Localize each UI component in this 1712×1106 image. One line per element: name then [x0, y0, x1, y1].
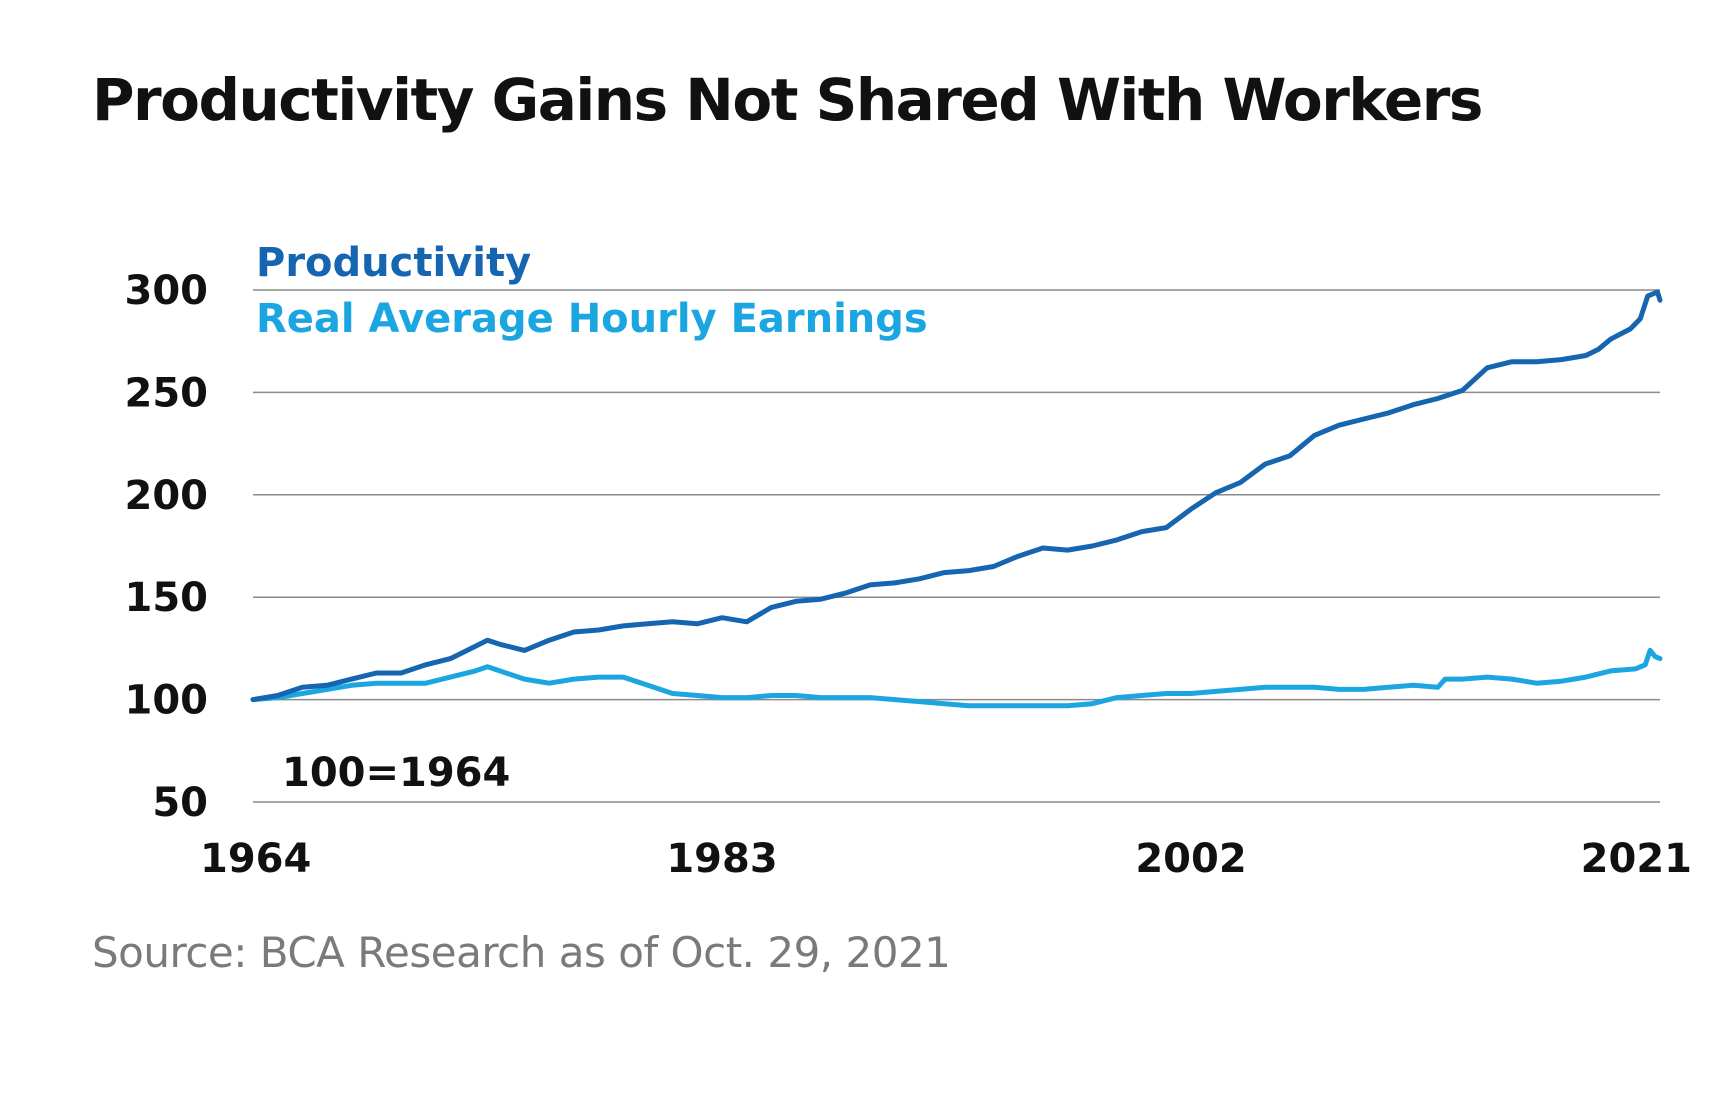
series-line-real-average-hourly-earnings — [250, 647, 1663, 709]
x-tick-label-1964: 1964 — [200, 836, 311, 882]
y-tick-label-300: 300 — [125, 268, 209, 314]
x-axis-tick-labels: 1964 1983 2002 2021 — [200, 836, 1692, 882]
x-tick-label-2002: 2002 — [1135, 836, 1246, 882]
y-tick-label-150: 150 — [125, 575, 209, 621]
y-tick-label-250: 250 — [125, 370, 209, 416]
y-tick-label-50: 50 — [152, 780, 208, 826]
source-note: Source: BCA Research as of Oct. 29, 2021 — [92, 928, 951, 977]
y-tick-label-200: 200 — [125, 473, 209, 519]
legend-entry-productivity: Productivity — [256, 240, 531, 286]
x-tick-label-2021: 2021 — [1581, 836, 1692, 882]
index-base-note: 100=1964 — [282, 750, 510, 796]
grid-lines — [253, 289, 1660, 803]
chart-title: Productivity Gains Not Shared With Worke… — [92, 66, 1483, 134]
series-line-productivity — [250, 289, 1663, 703]
legend: Productivity Real Average Hourly Earnings — [256, 240, 928, 342]
line-chart: 50 100 150 200 250 300 1964 1983 2002 2021 Produ… — [125, 240, 1693, 882]
y-axis-tick-labels: 50 100 150 200 250 300 — [125, 268, 209, 826]
y-tick-label-100: 100 — [125, 678, 209, 724]
series-lines — [250, 289, 1663, 709]
legend-entry-real-average-hourly-earnings: Real Average Hourly Earnings — [256, 296, 928, 342]
x-tick-label-1983: 1983 — [666, 836, 777, 882]
